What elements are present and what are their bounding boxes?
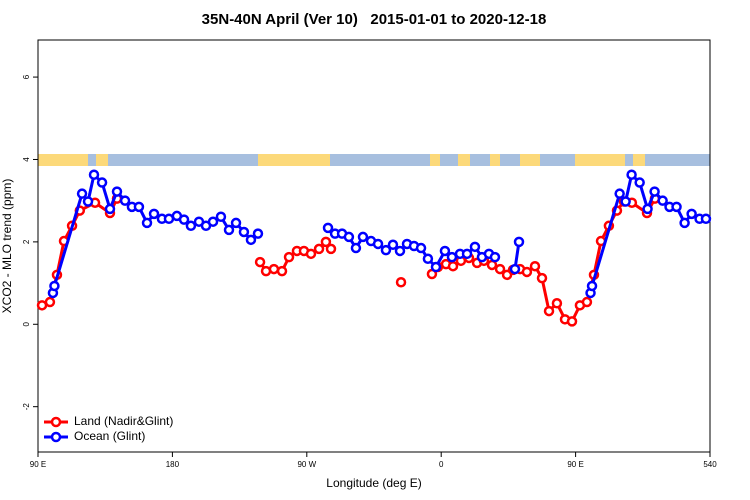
series-line [51,173,706,294]
data-point [372,238,384,250]
legend-label: Ocean (Glint) [74,429,145,443]
data-point [529,260,541,272]
data-point [322,222,334,234]
data-point [657,195,668,206]
data-point [620,196,631,207]
data-point [88,169,100,180]
data-point [245,234,257,246]
y-tick-label: 4 [22,157,31,162]
data-point [325,243,337,255]
data-point [634,177,645,188]
data-point [551,298,563,309]
data-point [133,201,145,213]
data-point [350,242,362,254]
data-point [320,236,332,248]
data-point [141,217,153,229]
data-point [679,217,690,229]
data-point [489,251,501,263]
data-point [276,265,288,277]
data-point [268,263,280,275]
data-point [566,316,578,327]
data-point [223,224,235,236]
x-tick-label: 90 E [567,460,583,469]
data-point [76,188,88,199]
land-sea-strip [38,154,710,166]
y-tick-label: -2 [22,403,31,411]
data-point [626,169,637,180]
plot-frame [37,39,711,453]
data-point [461,248,473,260]
data-point [238,226,250,238]
data-point [415,242,427,254]
y-tick-label: 6 [22,74,31,79]
legend-marker [50,431,62,443]
series-line [41,197,657,323]
data-point [254,256,266,268]
data-point [44,296,56,308]
y-axis-label: XCO2 - MLO trend (ppm) [0,179,14,314]
data-point [104,203,116,215]
x-tick-label: 540 [703,460,717,469]
data-point [207,216,219,227]
x-tick-label: 180 [166,460,180,469]
data-point [671,201,682,213]
data-point [395,277,407,288]
data-point [543,305,555,317]
data-point [185,220,197,232]
chart-title: 35N-40N April (Ver 10) 2015-01-01 to 202… [202,11,547,28]
x-axis-label: Longitude (deg E) [326,476,421,490]
data-point [252,228,264,239]
data-point [422,253,434,265]
data-point [305,248,317,260]
data-point [469,241,481,253]
data-point [586,280,598,292]
data-point [96,177,108,188]
data-point [521,266,533,278]
data-point [119,195,131,206]
data-point [49,280,60,292]
data-point [649,186,660,197]
data-point [283,251,295,263]
x-tick-label: 90 W [297,460,316,469]
data-point [536,272,548,284]
data-point [111,186,123,197]
legend-marker [50,416,62,428]
data-point [82,196,94,207]
data-point [230,217,242,229]
y-tick-label: 0 [22,322,31,327]
data-point [494,263,506,275]
x-tick-label: 90 E [30,460,46,469]
data-point [380,244,392,256]
data-point [394,245,406,257]
data-point [148,208,160,220]
data-point [509,263,521,275]
x-tick-label: 0 [439,460,444,469]
data-point [447,260,459,272]
data-point [614,188,625,199]
data-point [178,214,190,225]
data-point [686,208,697,220]
y-tick-label: 2 [22,239,31,244]
data-point [513,236,525,248]
data-point [357,231,369,243]
legend-label: Land (Nadir&Glint) [74,414,173,428]
data-point [430,261,442,273]
data-point [313,243,325,255]
data-point [581,296,593,308]
data-point [446,251,458,263]
data-point [642,203,653,215]
data-point [343,231,355,243]
data-point [439,245,451,257]
data-point [387,239,399,251]
data-point [700,213,712,225]
data-point [215,211,227,222]
